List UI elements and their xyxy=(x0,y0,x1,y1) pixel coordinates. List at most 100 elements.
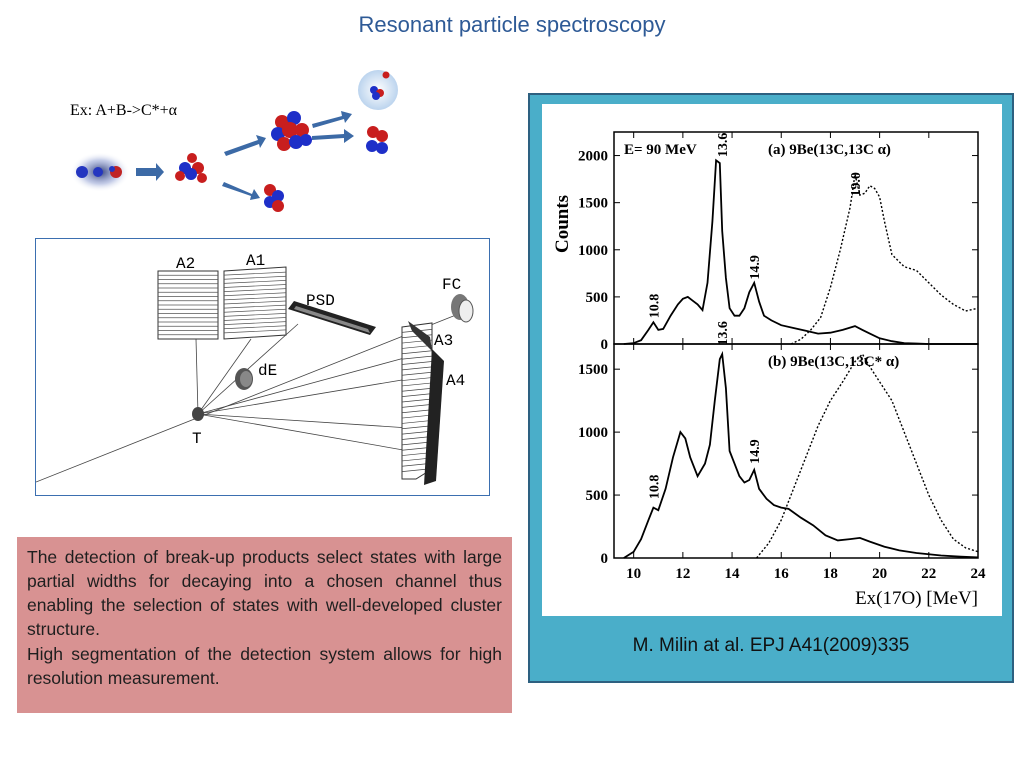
initial-nuclei xyxy=(70,152,130,192)
series-line-dotted xyxy=(790,174,979,345)
detector-a2 xyxy=(157,270,219,340)
detector-strip xyxy=(223,308,287,313)
slide-title: Resonant particle spectroscopy xyxy=(358,12,666,37)
label-a2: A2 xyxy=(176,255,195,273)
series-line-solid xyxy=(623,350,979,559)
example-prefix: Ex: xyxy=(70,102,96,119)
x-tick-label: 14 xyxy=(725,566,741,582)
x-axis-label: Ex(17O) [MeV] xyxy=(855,588,978,609)
compound-nucleus xyxy=(175,153,207,183)
x-tick-label: 12 xyxy=(675,566,690,582)
y-tick-label: 1500 xyxy=(578,196,608,212)
arrow-icon xyxy=(312,111,354,143)
setup-labels: A2 A1 PSD FC dE T A3 A4 xyxy=(176,252,465,448)
detector-strip xyxy=(401,425,433,430)
detector-strip xyxy=(401,355,433,360)
y-axis-label: Counts xyxy=(552,195,573,253)
x-tick-label: 22 xyxy=(921,566,936,582)
detector-strip xyxy=(223,271,287,276)
detector-strip xyxy=(223,304,287,309)
note-paragraph-1: The detection of break-up products selec… xyxy=(27,547,502,640)
detector-strip xyxy=(223,300,287,305)
detector-strip xyxy=(223,288,287,292)
detector-strip xyxy=(401,430,433,435)
plot-frame xyxy=(613,343,979,559)
detector-strip xyxy=(401,414,433,419)
peak-label: 14.9 xyxy=(748,255,763,279)
detector-strip xyxy=(223,329,287,334)
detector-strip xyxy=(223,325,287,330)
spectra-chart: 0 500 1000 1500 2000 10.8 13.6 14.9 19.0 (a) 9Be(… xyxy=(552,131,987,609)
detector-strip xyxy=(223,280,287,284)
detector-strip xyxy=(401,404,433,408)
y-tick-label: 1500 xyxy=(578,362,608,378)
peak-label: 13.6 xyxy=(716,321,731,346)
x-tick-label: 16 xyxy=(774,566,790,582)
detector-strip xyxy=(401,350,433,355)
particle-trajectories xyxy=(36,310,467,483)
detector-strip xyxy=(401,382,433,387)
y-tick-label: 0 xyxy=(601,337,609,353)
alpha-particle xyxy=(366,126,388,154)
detector-strip xyxy=(401,366,433,371)
example-reaction: A+B->C*+α xyxy=(95,102,178,119)
detector-strip xyxy=(223,313,287,317)
peak-label: 19.0 xyxy=(849,172,864,197)
label-a1: A1 xyxy=(246,252,265,270)
peak-label: 13.6 xyxy=(716,133,731,158)
plot-frame xyxy=(613,131,979,345)
detector-psd xyxy=(288,301,376,335)
detector-a1 xyxy=(223,266,287,340)
example-label: Ex: A+B->C*+α xyxy=(70,102,177,120)
reaction-diagram xyxy=(70,70,398,212)
x-tick-label: 10 xyxy=(626,566,641,582)
detector-a3 xyxy=(401,321,433,480)
detector-strip xyxy=(223,275,287,280)
detector-strip xyxy=(401,393,433,397)
detector-strip xyxy=(401,409,433,414)
label-psd: PSD xyxy=(306,292,335,310)
label-a4: A4 xyxy=(446,372,465,390)
series-line-solid xyxy=(623,158,978,345)
series-line-dotted xyxy=(756,352,979,559)
x-tick-label: 18 xyxy=(823,566,838,582)
y-tick-label: 0 xyxy=(601,551,609,567)
target xyxy=(192,407,204,421)
detector-strip xyxy=(401,387,433,392)
label-t: T xyxy=(192,430,202,448)
label-de: dE xyxy=(258,362,277,380)
detector-strip xyxy=(401,361,433,365)
spectrum-figure-panel: 0 500 1000 1500 2000 10.8 13.6 14.9 19.0 (a) 9Be(… xyxy=(528,93,1014,683)
detector-strip xyxy=(401,377,433,381)
faraday-cup xyxy=(451,294,474,323)
panel-label: (a) 9Be(13C,13C α) xyxy=(768,142,891,158)
y-tick-label: 2000 xyxy=(578,149,608,165)
x-tick-label: 20 xyxy=(872,566,887,582)
detector-setup-diagram: A2 A1 PSD FC dE T A3 A4 xyxy=(35,238,490,496)
excited-nucleus xyxy=(271,111,312,151)
energy-label: E= 90 MeV xyxy=(624,142,697,158)
peak-label: 14.9 xyxy=(748,439,763,464)
detector-a4 xyxy=(424,349,444,485)
panel-label: (b) 9Be(13C,13C* α) xyxy=(768,354,899,370)
detector-de xyxy=(235,368,253,390)
arrow-icon xyxy=(136,163,164,181)
y-tick-label: 500 xyxy=(586,290,609,306)
detector-strip xyxy=(223,296,287,301)
spectrum-figure: 0 500 1000 1500 2000 10.8 13.6 14.9 19.0 (a) 9Be(… xyxy=(542,104,1002,616)
decay-product-bubble xyxy=(358,70,398,110)
y-tick-label: 1000 xyxy=(578,425,608,441)
y-tick-label: 500 xyxy=(586,488,609,504)
detector-strip xyxy=(401,420,433,424)
label-a3: A3 xyxy=(434,332,453,350)
note-paragraph-2: High segmentation of the detection syste… xyxy=(27,643,502,688)
alpha-particle xyxy=(264,184,284,212)
label-fc: FC xyxy=(442,276,461,294)
explanation-box: The detection of break-up products selec… xyxy=(17,537,512,713)
detector-strip xyxy=(401,371,433,376)
peak-label: 10.8 xyxy=(647,294,662,319)
peak-label: 10.8 xyxy=(647,475,662,500)
x-tick-label: 24 xyxy=(971,566,987,582)
detector-strip xyxy=(401,398,433,403)
detector-strip xyxy=(223,317,287,321)
